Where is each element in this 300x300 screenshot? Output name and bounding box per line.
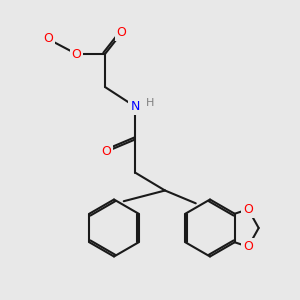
Text: O: O — [43, 32, 53, 46]
Text: O: O — [117, 26, 126, 40]
Text: O: O — [243, 203, 253, 216]
Text: O: O — [243, 240, 253, 253]
Text: O: O — [102, 145, 111, 158]
Text: H: H — [146, 98, 154, 109]
Text: N: N — [130, 100, 140, 113]
Text: O: O — [72, 47, 81, 61]
